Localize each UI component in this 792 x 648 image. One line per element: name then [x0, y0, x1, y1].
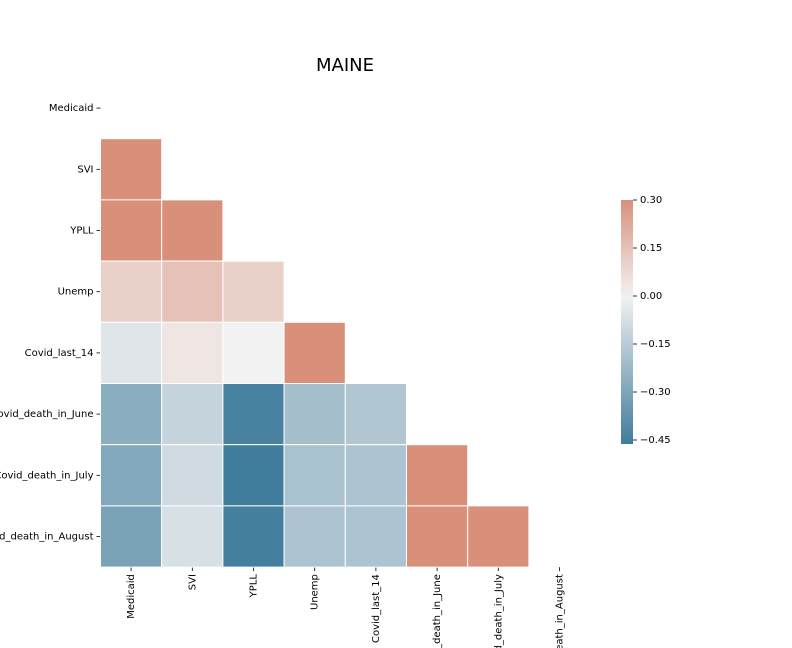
x-tick-label: SVI — [187, 574, 198, 590]
y-tick-label: YPLL — [69, 226, 94, 237]
heatmap-cell — [100, 321, 163, 384]
heatmap-cell — [222, 505, 285, 568]
colorbar-tick-label: 0.15 — [640, 243, 662, 254]
heatmap-cell — [344, 383, 407, 446]
heatmap-cell — [161, 321, 224, 384]
heatmap-cell — [406, 505, 469, 568]
heatmap-cell — [222, 260, 285, 323]
colorbar-tick-label: −0.15 — [640, 339, 671, 350]
heatmap-cell — [344, 505, 407, 568]
heatmap-cell — [344, 444, 407, 507]
heatmap-cell — [161, 260, 224, 323]
y-tick-label: SVI — [77, 164, 93, 175]
heatmap-cell — [100, 260, 163, 323]
heatmap-cell — [161, 505, 224, 568]
colorbar-tick-label: 0.00 — [640, 291, 662, 302]
x-tick-label: Unemp — [310, 574, 321, 610]
heatmap-cell — [161, 444, 224, 507]
heatmap-cell — [100, 383, 163, 446]
x-tick-label: Covid_death_in_July — [493, 574, 504, 648]
colorbar — [621, 200, 633, 444]
x-tick-label: Medicaid — [126, 574, 137, 619]
heatmap-cell — [467, 505, 530, 568]
heatmap-cell — [100, 199, 163, 262]
colorbar-tick-label: 0.30 — [640, 195, 662, 206]
x-tick-label: YPLL — [249, 574, 260, 599]
heatmap-cell — [222, 444, 285, 507]
heatmap-cell — [283, 321, 346, 384]
x-tick-label: Covid_last_14 — [371, 574, 382, 643]
colorbar-tick-label: −0.45 — [640, 435, 671, 446]
y-tick-label: Medicaid — [49, 103, 94, 114]
heatmap-cell — [100, 505, 163, 568]
x-tick-label: Covid_death_in_August — [555, 574, 566, 648]
heatmap-cell — [161, 383, 224, 446]
heatmap-cell — [283, 444, 346, 507]
colorbar-tick-label: −0.30 — [640, 387, 671, 398]
chart-title: MAINE — [316, 55, 374, 76]
y-tick-label: Covid_last_14 — [25, 348, 94, 359]
y-tick-label: Covid_death_in_June — [0, 409, 94, 420]
heatmap-cell — [100, 444, 163, 507]
heatmap-cell — [161, 199, 224, 262]
heatmap-cell — [283, 505, 346, 568]
heatmap-cell — [283, 383, 346, 446]
heatmap-cell — [222, 321, 285, 384]
y-tick-label: Covid_death_in_August — [0, 532, 94, 543]
heatmap-cell — [406, 444, 469, 507]
y-tick-label: Unemp — [58, 287, 94, 298]
heatmap-cell — [100, 138, 163, 201]
y-tick-label: Covid_death_in_July — [0, 470, 94, 481]
x-tick-label: Covid_death_in_June — [432, 574, 443, 648]
heatmap-cell — [222, 383, 285, 446]
